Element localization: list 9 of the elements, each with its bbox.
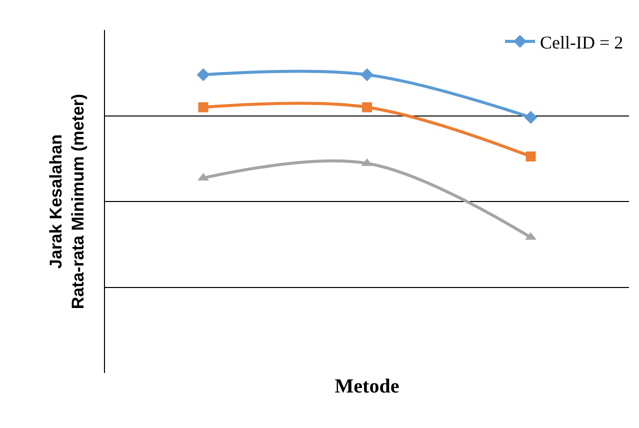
point	[198, 102, 208, 112]
x-axis-title: Metode	[334, 376, 400, 398]
point	[196, 68, 210, 82]
y-axis-title: Jarak Kesalahan Rata-rata Minimum (meter)	[46, 94, 88, 310]
point	[526, 151, 536, 162]
point	[360, 68, 374, 82]
point	[524, 110, 538, 124]
legend-label: Cell-ID = 2	[540, 32, 624, 52]
point	[362, 102, 372, 112]
